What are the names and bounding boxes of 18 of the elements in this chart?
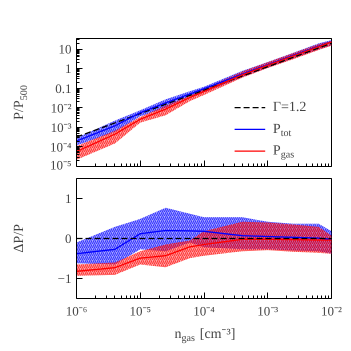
y-axis-title: ΔP/P [12,224,27,253]
y-tick-label: 1 [65,191,72,206]
x-tick-label: 10⁻⁶ [66,304,88,318]
y-tick-label: −1 [58,271,72,286]
y-axis-title: P/P500 [12,85,30,120]
y-tick-label: 10 [58,42,72,57]
y-tick-label: 10⁻⁵ [50,158,72,172]
x-tick-label: 10⁻³ [257,304,278,318]
y-tick-label: 10⁻⁴ [50,139,72,154]
y-tick-label: 0 [65,231,72,246]
y-tick-label: 10⁻³ [50,120,72,135]
y-tick-label: 10⁻² [50,100,72,116]
y-tick-label: 0.1 [55,80,72,96]
x-tick-label: 10⁻⁴ [193,304,216,318]
x-tick-label: 10⁻² [321,304,342,318]
y-tick-label: 1 [65,61,72,76]
x-tick-label: 10⁻⁵ [129,304,152,318]
legend-label: Γ=1.2 [272,100,306,116]
